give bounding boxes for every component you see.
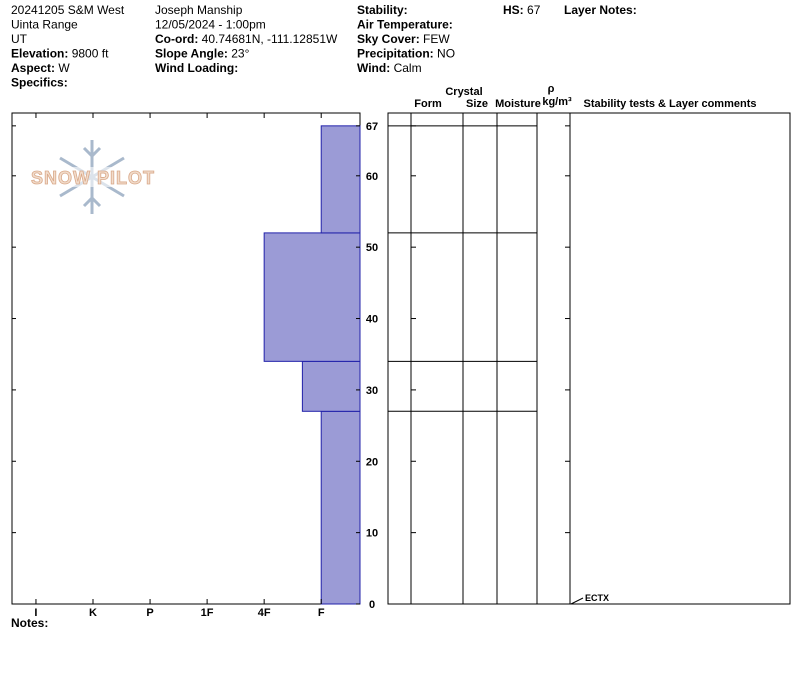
field-value: 20241205 S&M West (11, 3, 125, 17)
hardness-layer (320, 125, 361, 234)
field-label: HS: (503, 3, 524, 17)
header-field: Wind Loading: (155, 61, 238, 75)
field-label: Specifics: (11, 76, 68, 90)
y-tick-label: 50 (366, 242, 378, 254)
header-field: Layer Notes: (564, 3, 637, 17)
field-label: Stability: (357, 3, 408, 17)
field-value: Calm (394, 61, 422, 75)
annotation-arrow (570, 597, 584, 605)
header-field: Sky Cover: FEW (357, 32, 450, 46)
field-value: 67 (527, 3, 541, 17)
y-tick-label: 10 (366, 528, 378, 540)
field-value: UT (11, 32, 28, 46)
x-tick-label: 4F (258, 607, 271, 619)
header-field: 12/05/2024 - 1:00pm (155, 18, 266, 32)
field-value: W (58, 61, 70, 75)
header-field: Precipitation: NO (357, 47, 455, 61)
header-field: UT (11, 32, 28, 46)
table-frame (387, 112, 791, 605)
field-label: Wind: (357, 61, 390, 75)
annotation: ECTX (585, 593, 609, 603)
field-value: 9800 ft (72, 47, 109, 61)
x-tick-label: K (89, 607, 97, 619)
y-tick-label: 20 (366, 456, 378, 468)
field-label: Air Temperature: (357, 18, 453, 32)
field-value: 40.74681N, -111.12851W (202, 32, 338, 46)
field-label: Elevation: (11, 47, 68, 61)
header-field: Wind: Calm (357, 61, 422, 75)
header-field: Elevation: 9800 ft (11, 47, 109, 61)
table-columns (410, 113, 571, 604)
logo-back (32, 167, 154, 187)
header-field: HS: 67 (503, 3, 541, 17)
field-value: 12/05/2024 - 1:00pm (155, 18, 266, 32)
field-label: Aspect: (11, 61, 55, 75)
y-tick-label: 0 (369, 599, 375, 611)
x-tick-label: I (34, 607, 37, 619)
header-field: Uinta Range (11, 18, 78, 32)
field-label: Wind Loading: (155, 61, 238, 75)
hardness-layer (263, 232, 361, 362)
x-tick-label: P (146, 607, 153, 619)
field-value: 23° (231, 47, 249, 61)
field-label: Precipitation: (357, 47, 434, 61)
table-header: kg/m³ (542, 96, 572, 108)
table-header: Size (466, 98, 488, 110)
y-tick-label: 67 (366, 121, 378, 133)
header-field: Stability: (357, 3, 408, 17)
field-label: Slope Angle: (155, 47, 228, 61)
y-tick-label: 40 (366, 314, 378, 326)
table-header: ρ (548, 83, 555, 95)
header-field: Specifics: (11, 76, 68, 90)
field-value: FEW (423, 32, 450, 46)
field-value: Uinta Range (11, 18, 78, 32)
hardness-layer (320, 410, 361, 605)
field-label: Layer Notes: (564, 3, 637, 17)
field-value: Joseph Manship (155, 3, 243, 17)
header-field: 20241205 S&M West (11, 3, 125, 17)
notes-label: Notes: (11, 616, 48, 630)
table-header: Stability tests & Layer comments (583, 98, 756, 110)
y-tick-label: 60 (366, 171, 378, 183)
header-field: Slope Angle: 23° (155, 47, 250, 61)
table-header: Crystal (445, 86, 482, 98)
x-tick-label: F (318, 607, 325, 619)
hardness-layer (301, 360, 361, 412)
table-header: Form (414, 98, 442, 110)
logo-text: SNOW PILOT (31, 168, 155, 188)
field-value: NO (437, 47, 455, 61)
y-tick-label: 30 (366, 385, 378, 397)
field-label: Co-ord: (155, 32, 198, 46)
field-label: Sky Cover: (357, 32, 420, 46)
header-field: Aspect: W (11, 61, 70, 75)
header-field: Air Temperature: (357, 18, 453, 32)
x-tick-label: 1F (201, 607, 214, 619)
header-field: Co-ord: 40.74681N, -111.12851W (155, 32, 338, 46)
table-header: Moisture (495, 98, 541, 110)
header-field: Joseph Manship (155, 3, 243, 17)
